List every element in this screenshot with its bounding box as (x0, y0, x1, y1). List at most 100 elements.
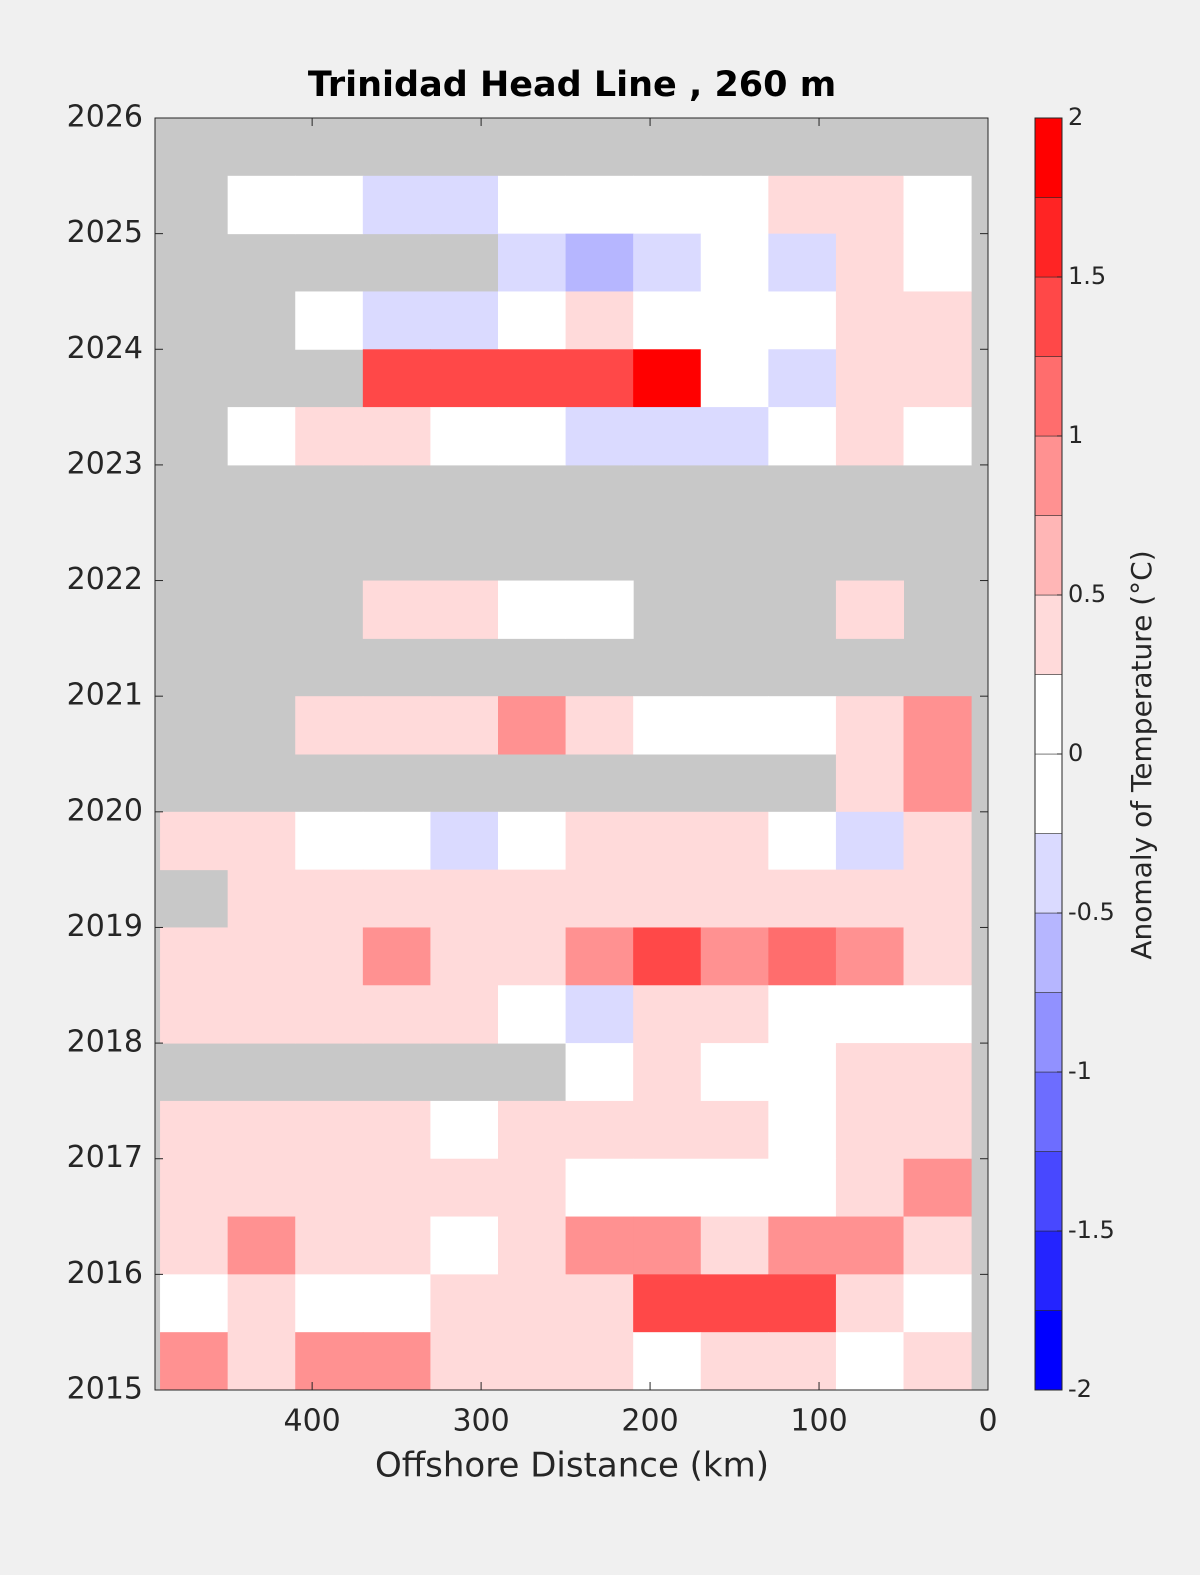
colorbar-swatch (1034, 912, 1063, 993)
contour-cell (768, 1332, 837, 1391)
contour-cell (835, 233, 905, 292)
colorbar-swatch (1034, 117, 1063, 198)
contour-cell (633, 869, 702, 928)
contour-cell (633, 1158, 702, 1218)
x-tick-label: 200 (621, 1404, 678, 1439)
contour-cell (835, 175, 905, 235)
contour-cell (768, 291, 837, 350)
contour-cell (700, 233, 769, 292)
contour-cell (498, 1158, 567, 1218)
contour-cell (768, 696, 837, 755)
contour-cell (565, 1100, 634, 1160)
contour-cell (565, 1043, 634, 1102)
colorbar-swatch (1034, 515, 1063, 596)
contour-cell (903, 1043, 972, 1102)
y-tick-label: 2019 (67, 909, 143, 944)
x-axis-label: Offshore Distance (km) (375, 1446, 769, 1486)
contour-cell (700, 927, 769, 986)
contour-cell (227, 1274, 296, 1333)
x-tick-label: 0 (978, 1404, 997, 1439)
contour-cell (835, 1216, 905, 1275)
contour-cell (903, 1332, 972, 1391)
colorbar-swatch (1034, 1310, 1063, 1391)
contour-cell (430, 1274, 499, 1333)
contour-cell (362, 927, 431, 986)
contour-cell (227, 175, 296, 235)
contour-cell (362, 1216, 431, 1275)
contour-cell (362, 869, 431, 928)
contour-cell (362, 349, 431, 408)
colorbar-tick-label: 0.5 (1068, 580, 1106, 608)
contour-cell (430, 1158, 499, 1218)
contour-cell (227, 407, 296, 466)
x-tick-label: 100 (790, 1404, 847, 1439)
contour-cell (498, 291, 567, 350)
contour-cell (227, 811, 296, 871)
contour-cell (362, 696, 431, 755)
contour-cell (633, 1100, 702, 1160)
contour-cell (768, 1274, 837, 1333)
contour-cell (700, 1100, 769, 1160)
contour-cell (498, 1274, 567, 1333)
contour-cell (565, 1274, 634, 1333)
contour-cell (430, 349, 499, 408)
contour-cell (835, 869, 905, 928)
contour-cell (903, 233, 972, 292)
contour-cell (362, 580, 431, 639)
contour-cell (633, 1274, 702, 1333)
contour-cell (362, 1274, 431, 1333)
contour-cell (160, 1332, 229, 1391)
contour-cell (362, 1100, 431, 1160)
colorbar-label: Anomaly of Temperature (°C) (1125, 550, 1158, 959)
contour-cell (565, 580, 634, 639)
contour-cell (565, 1158, 634, 1218)
contour-cell (295, 927, 364, 986)
contour-cell (768, 407, 837, 466)
contour-cell (362, 1332, 431, 1391)
contour-cell (362, 291, 431, 350)
colorbar-tick-label: 0 (1068, 739, 1083, 767)
contour-cell (835, 1274, 905, 1333)
y-tick-label: 2020 (67, 793, 143, 828)
contour-cell (430, 291, 499, 350)
contour-cell (633, 696, 702, 755)
contour-cell (498, 407, 567, 466)
contour-cell (565, 985, 634, 1044)
colorbar-swatch (1034, 674, 1063, 755)
contour-cell (768, 1216, 837, 1275)
contour-cell (227, 869, 296, 928)
contour-cell (700, 407, 769, 466)
contour-cell (498, 696, 567, 755)
y-tick-label: 2023 (67, 446, 143, 481)
colorbar-tick-label: 1.5 (1068, 262, 1106, 290)
colorbar-swatch (1034, 1151, 1063, 1232)
contour-cell (295, 1158, 364, 1218)
contour-cell (160, 811, 229, 871)
contour-cell (362, 175, 431, 235)
contour-cell (835, 985, 905, 1044)
contour-cell (295, 407, 364, 466)
contour-cell (903, 1158, 972, 1218)
contour-cell (700, 985, 769, 1044)
colorbar-swatch (1034, 594, 1063, 675)
contour-cell (160, 1158, 229, 1218)
contour-cell (498, 349, 567, 408)
colorbar-tick-label: -1.5 (1068, 1216, 1115, 1244)
contour-cell (633, 1216, 702, 1275)
colorbar-swatch (1034, 435, 1063, 516)
contour-cell (160, 985, 229, 1044)
contour-cell (565, 291, 634, 350)
contour-cell (565, 349, 634, 408)
contour-cell (498, 927, 567, 986)
contour-cell (700, 175, 769, 235)
contour-cell (160, 927, 229, 986)
contour-cell (903, 349, 972, 408)
contour-cell (160, 1274, 229, 1333)
contour-cell (295, 1274, 364, 1333)
contour-cell (565, 1216, 634, 1275)
contour-cell (700, 811, 769, 871)
contour-cell (430, 1332, 499, 1391)
contour-cell (835, 1158, 905, 1218)
contour-cell (430, 696, 499, 755)
